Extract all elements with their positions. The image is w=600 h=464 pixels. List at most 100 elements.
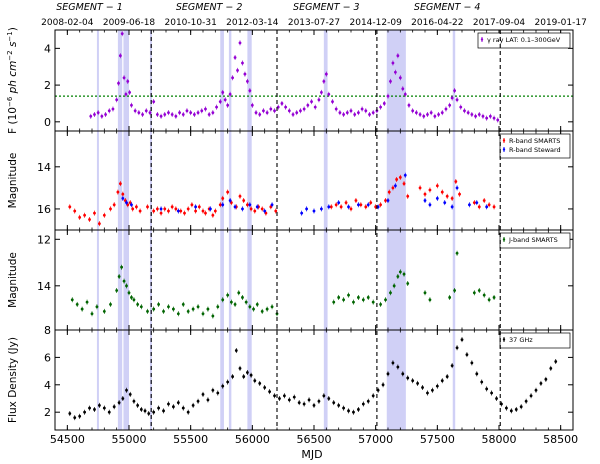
legend-label: 37 GHz [509, 336, 533, 344]
data-point [163, 113, 167, 116]
data-point [121, 397, 125, 400]
data-point [366, 399, 370, 403]
legend-marker [502, 338, 506, 341]
y-axis-label: Magnitude [7, 153, 19, 209]
data-point [384, 199, 387, 202]
data-point [260, 309, 264, 313]
data-point [260, 207, 264, 211]
x-tick-label: 54500 [50, 433, 85, 446]
data-point [255, 303, 259, 306]
y-tick-label: 8 [44, 324, 51, 337]
data-point [226, 293, 230, 297]
data-point [223, 98, 227, 102]
data-point [402, 272, 406, 276]
data-point [416, 382, 419, 385]
data-point [475, 372, 479, 376]
data-point [414, 111, 418, 115]
data-point [327, 397, 331, 400]
data-point [236, 69, 239, 72]
data-point [246, 80, 249, 83]
segment-label: SEGMENT − 3 [293, 2, 360, 13]
data-point [176, 209, 180, 213]
data-point [379, 303, 382, 306]
data-point [117, 81, 120, 85]
data-point [125, 388, 128, 392]
data-point [226, 380, 230, 384]
data-point [102, 406, 106, 410]
x-tick-label: 57500 [420, 433, 455, 446]
data-point [345, 111, 349, 115]
segment-label: SEGMENT − 1 [56, 2, 123, 13]
data-point [364, 109, 368, 113]
data-point [453, 89, 456, 92]
data-point [468, 203, 471, 207]
top-date-label: 2009-06-18 [103, 18, 156, 28]
data-point [534, 388, 538, 392]
data-point [241, 61, 244, 65]
data-point [332, 401, 336, 405]
data-point [448, 103, 452, 107]
y-tick-label: 2 [44, 406, 51, 419]
data-point [268, 390, 271, 394]
data-point [450, 96, 454, 100]
data-point [159, 114, 163, 118]
data-point [273, 394, 276, 398]
data-point [95, 305, 99, 309]
data-point [162, 309, 165, 313]
data-point [189, 111, 193, 115]
data-point [152, 307, 156, 311]
data-point [146, 205, 149, 209]
data-point [514, 408, 518, 411]
data-point [167, 402, 170, 406]
data-point [428, 203, 432, 207]
x-axis-label: MJD [301, 448, 322, 461]
panel-radio: 2 4 6 8 Flux Density (Jy) 37 GHz 54500 55000 555… [7, 324, 578, 446]
data-point [349, 109, 353, 113]
data-point [191, 403, 195, 407]
data-point [200, 109, 204, 113]
data-point [264, 211, 268, 215]
data-point [172, 307, 175, 311]
data-point [423, 291, 427, 295]
data-point [269, 205, 273, 209]
data-point [253, 209, 257, 213]
data-point [396, 54, 400, 58]
data-point [477, 205, 481, 209]
data-point [186, 410, 190, 414]
data-point [209, 207, 212, 211]
data-point [89, 114, 93, 118]
data-point [130, 103, 133, 107]
data-point [231, 375, 235, 378]
data-point [104, 113, 107, 116]
data-point [246, 371, 249, 374]
data-point [242, 375, 246, 378]
data-point [118, 54, 122, 58]
series-γ ray LAT: 0.1–300GeV [89, 31, 500, 123]
top-date-label: 2012-03-14 [226, 18, 279, 28]
data-point [322, 394, 326, 398]
data-point [234, 349, 238, 352]
data-point [366, 296, 370, 299]
data-point [302, 107, 306, 111]
data-point [174, 207, 178, 211]
data-point [487, 298, 491, 302]
data-point [93, 408, 96, 411]
data-point [135, 205, 138, 209]
data-point [364, 205, 368, 209]
data-point [178, 111, 181, 115]
data-point [128, 91, 132, 94]
segment-label: SEGMENT − 2 [176, 2, 243, 13]
data-point [109, 303, 112, 306]
data-point [242, 199, 246, 202]
data-point [485, 387, 489, 391]
data-point [360, 107, 364, 111]
data-point [136, 403, 140, 407]
data-point [127, 291, 131, 295]
data-point [337, 403, 341, 407]
data-point [554, 360, 558, 363]
data-point [221, 91, 225, 94]
data-point [211, 388, 215, 392]
legend-marker [480, 38, 484, 41]
data-point [509, 409, 513, 413]
data-point [244, 300, 248, 304]
